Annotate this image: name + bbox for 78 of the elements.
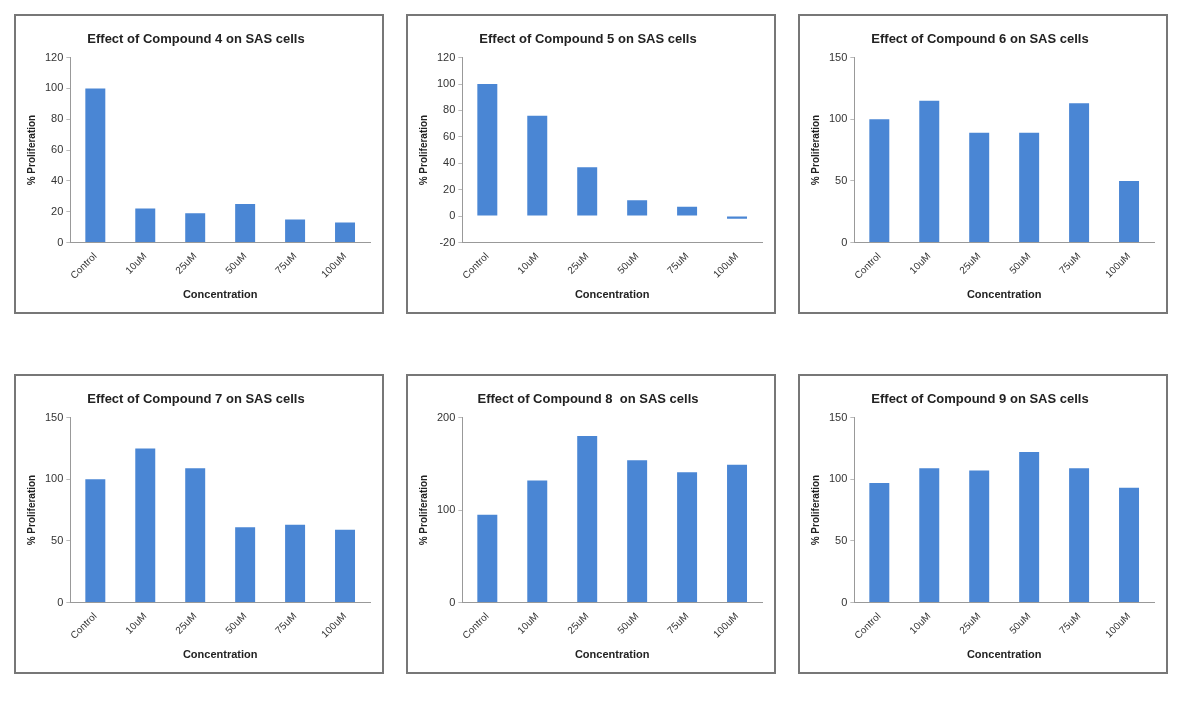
y-tick-label: 120: [436, 50, 456, 63]
bar: [135, 208, 156, 243]
x-axis-title: Concentration: [966, 288, 1042, 301]
y-tick-label: 100: [436, 503, 456, 516]
y-tick-label: 60: [51, 143, 64, 156]
chart-title: Effect of Compound 5 on SAS cells: [479, 31, 697, 47]
bar: [185, 213, 206, 243]
bar: [727, 464, 748, 603]
y-tick-label: 100: [44, 472, 64, 485]
bar: [335, 222, 356, 243]
y-tick-label: 80: [51, 112, 64, 125]
y-tick-label: 0: [57, 235, 64, 248]
y-tick-label: 150: [828, 50, 848, 63]
chart-title: Effect of Compound 9 on SAS cells: [871, 391, 1089, 407]
chart-title: Effect of Compound 6 on SAS cells: [871, 31, 1089, 47]
bar: [135, 448, 156, 603]
bar: [235, 204, 256, 243]
y-tick-label: 150: [44, 410, 64, 423]
bar: [285, 524, 306, 603]
y-axis-title: % Proliferation: [25, 474, 37, 546]
y-tick-label: -20: [439, 235, 456, 248]
y-tick-label: 50: [835, 173, 848, 186]
y-tick-label: 80: [443, 103, 456, 116]
y-tick-label: 60: [443, 129, 456, 142]
bar: [335, 529, 356, 603]
bar: [85, 479, 106, 603]
bar: [85, 88, 106, 243]
y-tick-label: 100: [44, 81, 64, 94]
bar: [577, 167, 598, 216]
y-axis-title: % Proliferation: [809, 114, 821, 186]
x-axis-title: Concentration: [182, 648, 258, 661]
y-tick-label: 40: [51, 173, 64, 186]
y-tick-label: 0: [841, 235, 848, 248]
bar: [527, 115, 548, 216]
y-axis-title: % Proliferation: [417, 114, 429, 186]
bar: [677, 206, 698, 216]
y-axis-title: % Proliferation: [809, 474, 821, 546]
y-tick-label: 0: [57, 595, 64, 608]
y-tick-label: 20: [443, 182, 456, 195]
bar: [235, 527, 256, 603]
y-tick-label: 20: [51, 204, 64, 217]
bar: [185, 468, 206, 603]
y-tick-label: 50: [835, 533, 848, 546]
chart-title: Effect of Compound 8 on SAS cells: [477, 391, 699, 407]
bar: [1119, 180, 1140, 243]
y-axis-title: % Proliferation: [25, 114, 37, 186]
bar: [477, 84, 498, 216]
x-axis-title: Concentration: [966, 648, 1042, 661]
y-tick-label: 0: [449, 209, 456, 222]
bar: [727, 216, 748, 219]
chart-title: Effect of Compound 4 on SAS cells: [87, 31, 305, 47]
bar: [627, 460, 648, 603]
y-axis-title: % Proliferation: [417, 474, 429, 546]
x-axis-title: Concentration: [182, 288, 258, 301]
bar: [285, 219, 306, 243]
x-axis-title: Concentration: [574, 648, 650, 661]
bar: [677, 472, 698, 603]
bar: [969, 132, 990, 243]
bar: [1069, 103, 1090, 243]
bar: [527, 480, 548, 603]
y-tick-label: 40: [443, 156, 456, 169]
bar: [577, 436, 598, 603]
y-tick-label: 0: [449, 595, 456, 608]
bar: [869, 119, 890, 243]
y-tick-label: 100: [436, 77, 456, 90]
y-tick-label: 150: [828, 410, 848, 423]
y-tick-label: 200: [436, 410, 456, 423]
bar: [919, 100, 940, 243]
bar: [477, 514, 498, 603]
chart-title: Effect of Compound 7 on SAS cells: [87, 391, 305, 407]
bar: [627, 200, 648, 216]
y-tick-label: 120: [44, 50, 64, 63]
y-tick-label: 100: [828, 112, 848, 125]
y-tick-label: 0: [841, 595, 848, 608]
bar: [1019, 132, 1040, 243]
x-axis-title: Concentration: [574, 288, 650, 301]
y-tick-label: 50: [51, 533, 64, 546]
y-tick-label: 100: [828, 472, 848, 485]
